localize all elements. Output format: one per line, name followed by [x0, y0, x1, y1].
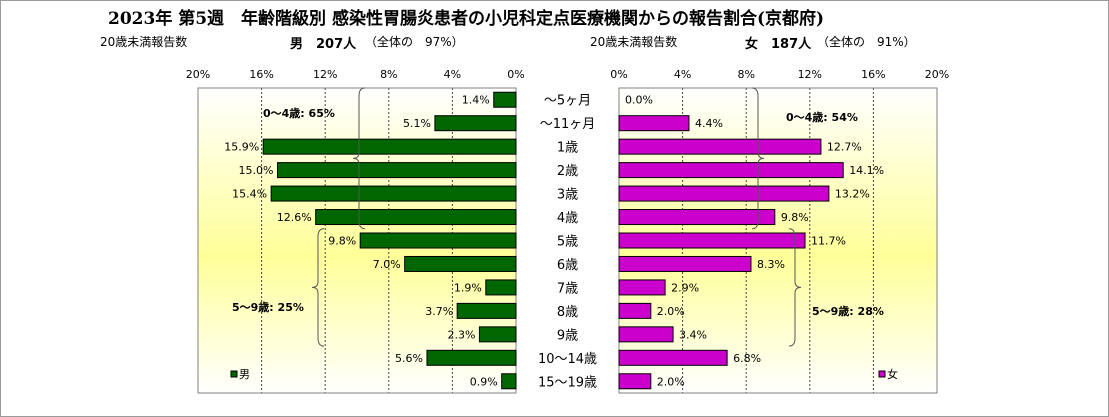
- male-value-label: 9.8%: [328, 235, 356, 248]
- female-value-label: 11.7%: [811, 235, 846, 248]
- female-x-tick-label: 20%: [925, 68, 949, 81]
- female-value-label: 14.1%: [849, 164, 884, 177]
- female-value-label: 6.8%: [733, 352, 761, 365]
- female-x-tick-label: 4%: [674, 68, 691, 81]
- male-x-tick-label: 20%: [186, 68, 210, 81]
- male-5-9-brace: [311, 228, 325, 347]
- right-share: （全体の 91%）: [817, 35, 916, 49]
- female-value-label: 0.0%: [625, 94, 653, 107]
- female-bar: [618, 255, 752, 272]
- female-value-label: 3.4%: [679, 328, 707, 341]
- female-0-4-annotation: 0～4歳: 54%: [786, 110, 858, 124]
- left-summary: 男 207人: [290, 33, 356, 52]
- male-x-tick-label: 12%: [313, 68, 337, 81]
- female-bar: [618, 326, 674, 343]
- category-label: ～5ヶ月: [544, 94, 591, 109]
- male-bar: [501, 373, 517, 390]
- category-label: 1歳: [557, 141, 578, 156]
- right-summary: 女 187人: [745, 33, 811, 52]
- male-x-tick-label: 16%: [249, 68, 273, 81]
- female-legend-label: 女: [887, 367, 898, 381]
- female-5-9-brace: [788, 228, 802, 347]
- male-bar: [456, 302, 517, 319]
- category-label: 7歳: [557, 281, 578, 296]
- male-bar: [270, 185, 517, 202]
- category-label: 5歳: [557, 235, 578, 250]
- male-value-label: 1.9%: [454, 281, 482, 294]
- female-x-tick-label: 0%: [610, 68, 627, 81]
- male-value-label: 1.4%: [462, 94, 490, 107]
- female-value-label: 2.9%: [671, 281, 699, 294]
- female-bar: [618, 279, 666, 296]
- male-value-label: 7.0%: [373, 258, 401, 271]
- category-label: 6歳: [557, 258, 578, 273]
- category-label: 9歳: [557, 328, 578, 343]
- male-value-label: 3.7%: [425, 305, 453, 318]
- male-value-label: 5.1%: [403, 117, 431, 130]
- male-bar: [478, 326, 517, 343]
- male-value-label: 5.6%: [395, 352, 423, 365]
- category-label: 4歳: [557, 211, 578, 226]
- female-value-label: 13.2%: [835, 188, 870, 201]
- male-bar: [315, 209, 517, 226]
- male-bar: [359, 232, 517, 249]
- category-label: ～11ヶ月: [540, 117, 596, 132]
- male-bar: [493, 91, 517, 108]
- female-bar: [618, 302, 652, 319]
- male-0-4-brace: [352, 87, 366, 230]
- female-x-tick-label: 8%: [737, 68, 754, 81]
- male-bar: [426, 349, 517, 366]
- male-x-tick-label: 0%: [507, 68, 524, 81]
- right-summary-value: 女 187人: [745, 37, 812, 52]
- left-share: （全体の 97%）: [365, 35, 464, 49]
- right-count-label: 20歳未満報告数: [590, 35, 678, 49]
- left-summary-value: 男 207人: [290, 37, 357, 52]
- category-label: 8歳: [557, 305, 578, 320]
- male-value-label: 15.4%: [232, 188, 267, 201]
- male-legend-swatch: [230, 370, 238, 378]
- female-bar: [618, 185, 830, 202]
- female-bar: [618, 349, 728, 366]
- male-value-label: 12.6%: [277, 211, 312, 224]
- male-x-tick-label: 8%: [380, 68, 397, 81]
- female-bar: [618, 115, 690, 132]
- female-bar: [618, 138, 822, 155]
- female-bar: [618, 232, 806, 249]
- male-legend-label: 男: [239, 368, 250, 381]
- female-legend-swatch: [878, 370, 886, 378]
- female-value-label: 9.8%: [781, 211, 809, 224]
- male-value-label: 0.9%: [470, 375, 498, 388]
- male-bar: [434, 115, 517, 132]
- male-bar: [262, 138, 517, 155]
- female-0-4-brace: [751, 87, 765, 230]
- female-bar: [618, 373, 652, 390]
- female-x-tick-label: 16%: [861, 68, 885, 81]
- male-value-label: 2.3%: [447, 328, 475, 341]
- female-bar: [618, 209, 776, 226]
- chart-title: 2023年 第5週 年齢階級別 感染性胃腸炎患者の小児科定点医療機関からの報告割…: [108, 9, 825, 29]
- category-label: 10～14歳: [538, 352, 597, 367]
- male-value-label: 15.0%: [239, 164, 274, 177]
- left-count-label: 20歳未満報告数: [100, 35, 188, 49]
- female-value-label: 2.0%: [657, 375, 685, 388]
- female-value-label: 12.7%: [827, 141, 862, 154]
- category-label: 3歳: [557, 188, 578, 203]
- male-bar: [485, 279, 517, 296]
- female-value-label: 2.0%: [657, 305, 685, 318]
- male-bar: [277, 162, 517, 179]
- male-bar: [404, 255, 517, 272]
- category-label: 15～19歳: [538, 375, 597, 390]
- male-value-label: 15.9%: [224, 141, 259, 154]
- male-0-4-annotation: 0～4歳: 65%: [263, 106, 335, 120]
- category-label: 2歳: [557, 164, 578, 179]
- female-value-label: 4.4%: [695, 117, 723, 130]
- male-x-tick-label: 4%: [444, 68, 461, 81]
- male-5-9-annotation: 5～9歳: 25%: [232, 300, 304, 314]
- female-bar: [618, 162, 844, 179]
- female-value-label: 8.3%: [757, 258, 785, 271]
- female-x-tick-label: 12%: [798, 68, 822, 81]
- female-5-9-annotation: 5～9歳: 28%: [812, 304, 884, 318]
